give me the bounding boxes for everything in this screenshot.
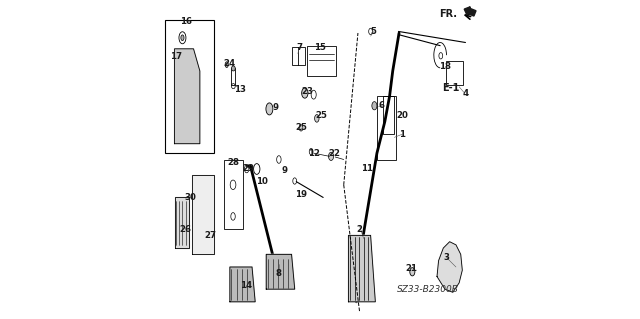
Ellipse shape <box>198 229 202 235</box>
Text: 9: 9 <box>273 103 279 112</box>
Ellipse shape <box>198 191 202 197</box>
Bar <box>307 46 336 76</box>
Text: 6: 6 <box>379 101 385 110</box>
Polygon shape <box>266 254 294 289</box>
Ellipse shape <box>299 125 303 131</box>
Bar <box>292 47 305 65</box>
Ellipse shape <box>301 88 308 98</box>
Text: 23: 23 <box>301 87 314 96</box>
Text: 24: 24 <box>224 59 236 68</box>
Text: 13: 13 <box>234 85 246 94</box>
Ellipse shape <box>225 62 228 68</box>
Text: 8: 8 <box>276 269 282 278</box>
Text: 25: 25 <box>316 111 328 120</box>
Ellipse shape <box>328 152 333 160</box>
Text: FR.: FR. <box>440 9 458 19</box>
Polygon shape <box>175 49 200 144</box>
Polygon shape <box>175 197 189 248</box>
Text: 21: 21 <box>406 264 418 273</box>
Text: 27: 27 <box>205 231 217 240</box>
Text: 5: 5 <box>371 27 377 36</box>
Ellipse shape <box>372 102 377 110</box>
Ellipse shape <box>315 115 319 122</box>
Bar <box>383 96 394 134</box>
Text: 11: 11 <box>362 165 373 174</box>
Text: 4: 4 <box>462 89 468 98</box>
Polygon shape <box>437 242 462 292</box>
Text: 18: 18 <box>439 62 451 71</box>
Text: 17: 17 <box>170 52 182 61</box>
Ellipse shape <box>232 66 236 71</box>
Polygon shape <box>348 235 375 302</box>
Text: 20: 20 <box>396 111 408 120</box>
Bar <box>165 20 214 153</box>
Text: 7: 7 <box>296 43 303 52</box>
Text: 25: 25 <box>295 123 307 132</box>
Text: E-1: E-1 <box>442 83 460 93</box>
Text: SZ33-B2300B: SZ33-B2300B <box>397 285 458 294</box>
Ellipse shape <box>410 268 415 276</box>
Text: 2: 2 <box>356 225 362 234</box>
Text: 9: 9 <box>282 166 287 175</box>
Text: 10: 10 <box>257 177 268 186</box>
Text: 16: 16 <box>180 18 191 26</box>
Ellipse shape <box>181 35 184 41</box>
Bar <box>223 160 243 229</box>
Ellipse shape <box>266 103 273 115</box>
Text: 1: 1 <box>399 130 405 139</box>
Text: 19: 19 <box>295 190 307 199</box>
Text: 22: 22 <box>328 149 340 158</box>
FancyArrow shape <box>464 7 476 16</box>
Text: 15: 15 <box>314 43 326 52</box>
Text: 3: 3 <box>444 253 449 262</box>
Bar <box>446 62 463 85</box>
Polygon shape <box>230 267 255 302</box>
Bar <box>377 96 396 160</box>
Text: 26: 26 <box>180 225 191 234</box>
Text: 28: 28 <box>227 158 239 167</box>
Text: 29: 29 <box>243 165 255 174</box>
Text: 12: 12 <box>308 149 319 158</box>
Bar <box>232 68 236 85</box>
Text: 30: 30 <box>184 193 196 202</box>
Polygon shape <box>192 175 214 254</box>
Text: 14: 14 <box>239 281 252 291</box>
